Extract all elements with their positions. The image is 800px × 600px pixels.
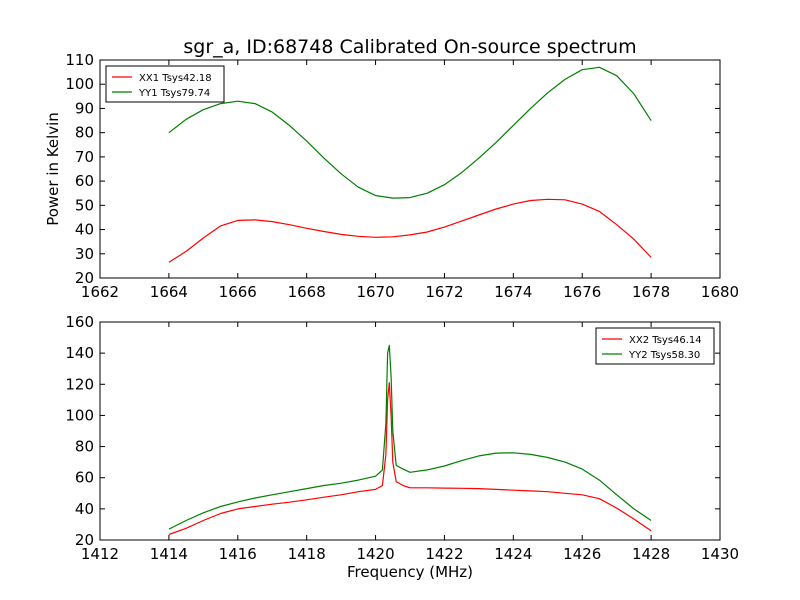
top-series-group — [168, 66, 652, 263]
top-y-tick-label: 60 — [75, 172, 94, 190]
bottom-y-tick-label: 80 — [75, 438, 94, 456]
bottom-x-tick-label: 1424 — [494, 545, 532, 563]
bottom-y-tick-label: 140 — [65, 344, 94, 362]
bottom-axis-ticks: 1412 1414 1416 1418 1420 1422 1424 1426 1428 1430… — [65, 313, 739, 563]
top-legend-label-2: YY1 Tsys79.74 — [138, 88, 210, 99]
top-y-tick-label: 70 — [75, 148, 94, 166]
bottom-x-tick-label: 1414 — [150, 545, 188, 563]
bottom-x-tick-label: 1430 — [701, 545, 739, 563]
top-x-tick-label: 1680 — [701, 283, 739, 301]
top-series-line-2 — [168, 66, 652, 199]
top-y-tick-label: 20 — [75, 269, 94, 287]
bottom-legend-label-2: YY2 Tsys58.30 — [628, 350, 700, 361]
top-series-line-1 — [168, 198, 652, 263]
bottom-series-line-2 — [168, 344, 652, 530]
top-legend-box — [105, 65, 225, 103]
bottom-x-tick-label: 1422 — [425, 545, 463, 563]
top-legend-label-1: XX1 Tsys42.18 — [139, 73, 212, 84]
bottom-x-tick-label: 1420 — [356, 545, 394, 563]
bottom-x-tick-label: 1428 — [632, 545, 670, 563]
bottom-legend-box — [595, 327, 715, 365]
top-y-tick-label: 40 — [75, 221, 94, 239]
top-y-axis-label: Power in Kelvin — [44, 112, 62, 226]
top-subplot: sgr_a, ID:68748 Calibrated On-source spe… — [44, 36, 739, 301]
bottom-series-line-1 — [168, 382, 652, 536]
bottom-y-tick-label: 60 — [75, 469, 94, 487]
top-x-tick-label: 1678 — [632, 283, 670, 301]
top-x-tick-label: 1664 — [150, 283, 188, 301]
bottom-x-tick-label: 1418 — [288, 545, 326, 563]
top-plot-frame — [99, 59, 721, 279]
top-axis-ticks: 1662 1664 1666 1668 1670 1672 1674 1676 1678 1680… — [65, 51, 739, 301]
top-x-tick-label: 1676 — [563, 283, 601, 301]
top-legend: XX1 Tsys42.18 YY1 Tsys79.74 — [105, 65, 225, 103]
top-x-tick-label: 1668 — [288, 283, 326, 301]
top-x-tick-label: 1672 — [425, 283, 463, 301]
top-x-tick-label: 1670 — [356, 283, 394, 301]
top-y-tick-label: 100 — [65, 75, 94, 93]
bottom-y-tick-label: 120 — [65, 375, 94, 393]
bottom-x-tick-label: 1416 — [219, 545, 257, 563]
bottom-y-tick-label: 40 — [75, 500, 94, 518]
bottom-y-tick-label: 20 — [75, 531, 94, 549]
top-x-tick-label: 1662 — [81, 283, 119, 301]
bottom-series-group — [168, 344, 652, 536]
top-y-tick-label: 50 — [75, 196, 94, 214]
top-x-tick-label: 1666 — [219, 283, 257, 301]
bottom-legend: XX2 Tsys46.14 YY2 Tsys58.30 — [595, 327, 715, 365]
bottom-x-tick-label: 1426 — [563, 545, 601, 563]
bottom-legend-label-1: XX2 Tsys46.14 — [629, 335, 702, 346]
top-y-tick-label: 80 — [75, 124, 94, 142]
top-chart-title: sgr_a, ID:68748 Calibrated On-source spe… — [183, 36, 636, 58]
bottom-y-tick-label: 100 — [65, 406, 94, 424]
top-y-tick-label: 110 — [65, 51, 94, 69]
top-y-tick-label: 90 — [75, 99, 94, 117]
top-x-tick-label: 1674 — [494, 283, 532, 301]
bottom-x-axis-label: Frequency (MHz) — [347, 563, 473, 581]
bottom-subplot: Frequency (MHz) 1412 1414 1416 1418 1420 1422… — [65, 313, 739, 581]
bottom-plot-frame — [99, 321, 721, 541]
bottom-y-tick-label: 160 — [65, 313, 94, 331]
top-y-tick-label: 30 — [75, 245, 94, 263]
bottom-x-tick-label: 1412 — [81, 545, 119, 563]
